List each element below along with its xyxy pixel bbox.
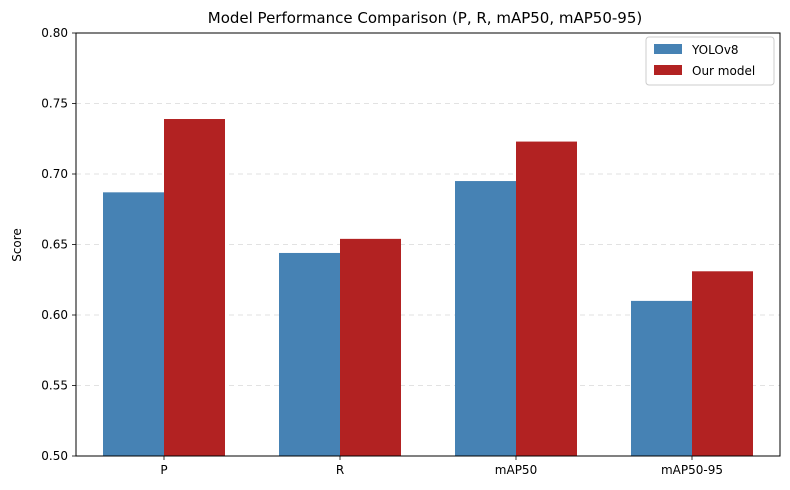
x-tick-label: mAP50	[495, 463, 537, 477]
x-tick-label: mAP50-95	[661, 463, 723, 477]
y-tick-label: 0.55	[41, 379, 68, 393]
y-axis: 0.50 0.55 0.60 0.65 0.70 0.75 0.80	[41, 26, 76, 463]
y-tick-label: 0.65	[41, 238, 68, 252]
bars	[103, 119, 753, 457]
bar-P-yolov8	[103, 192, 164, 456]
y-axis-label: Score	[10, 228, 24, 262]
y-tick-label: 0.75	[41, 97, 68, 111]
legend-swatch	[654, 65, 682, 75]
y-tick-label: 0.80	[41, 26, 68, 40]
legend-swatch	[654, 44, 682, 54]
bar-mAP50-95-yolov8	[631, 300, 692, 456]
bar-mAP50-yolov8	[455, 181, 516, 457]
chart-title: Model Performance Comparison (P, R, mAP5…	[208, 9, 643, 27]
bar-mAP50-95-our-model	[692, 271, 753, 456]
y-tick-label: 0.70	[41, 167, 68, 181]
legend-label: YOLOv8	[691, 43, 739, 57]
bar-R-our-model	[340, 238, 401, 456]
x-tick-label: P	[160, 463, 167, 477]
bar-P-our-model	[164, 119, 225, 456]
y-tick-label: 0.50	[41, 449, 68, 463]
y-tick-label: 0.60	[41, 308, 68, 322]
bar-mAP50-our-model	[516, 141, 577, 456]
legend: YOLOv8 Our model	[645, 36, 775, 86]
x-tick-label: R	[336, 463, 344, 477]
bar-R-yolov8	[279, 252, 340, 456]
legend-label: Our model	[692, 64, 755, 78]
